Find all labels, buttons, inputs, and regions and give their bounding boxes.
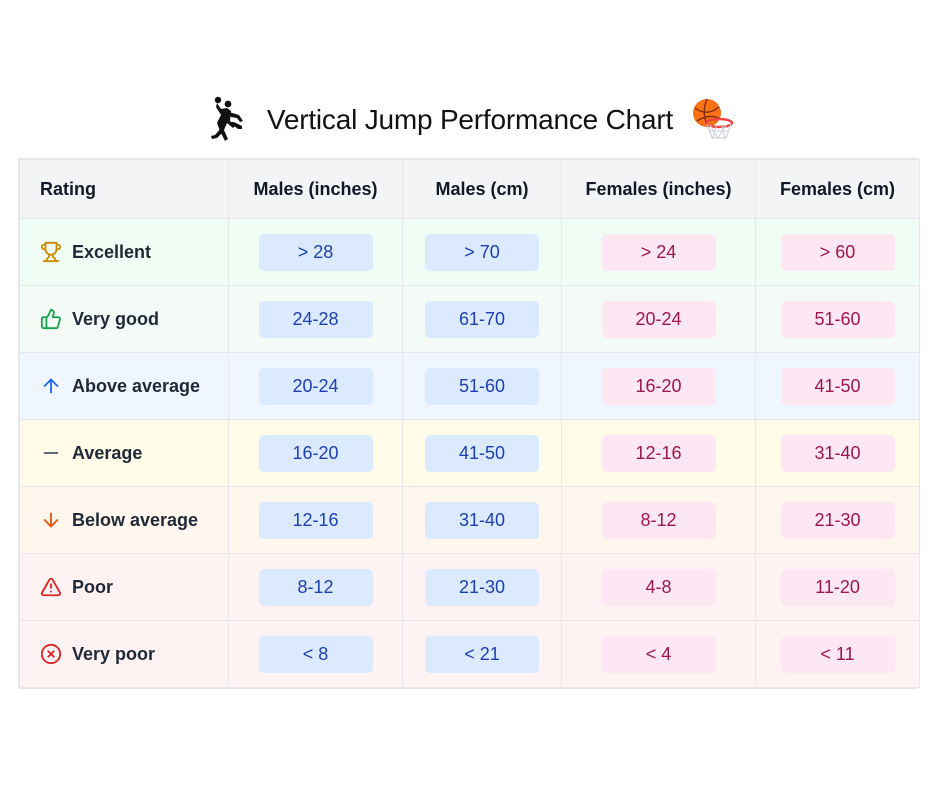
males-cm-value: < 21	[425, 635, 539, 673]
males-inches-value: 20-24	[258, 367, 373, 405]
rating-label: Very poor	[72, 643, 156, 664]
title-row: Vertical Jump Performance Chart	[0, 92, 940, 148]
basketball-hoop-icon	[693, 98, 734, 139]
males-cm-value: 21-30	[425, 568, 539, 606]
females-cm-value: 51-60	[780, 300, 895, 338]
females-inches-value: > 24	[601, 233, 716, 271]
rating-label: Below average	[72, 509, 199, 530]
males-cm-value: 41-50	[425, 434, 539, 472]
males-cm-value: 31-40	[425, 501, 539, 539]
females-cm-value: < 11	[780, 635, 895, 673]
females-cm-value: > 60	[780, 233, 895, 271]
trophy-icon	[40, 241, 62, 263]
males-inches-value: 16-20	[258, 434, 373, 472]
performance-table: Rating Males (inches) Males (cm) Females…	[18, 158, 920, 689]
males-inches-value: > 28	[258, 233, 373, 271]
thumbs-up-icon	[40, 308, 61, 330]
females-inches-value: < 4	[601, 635, 716, 673]
rating-label: Above average	[72, 375, 201, 396]
arrow-down-icon	[43, 512, 59, 528]
females-cm-value: 31-40	[780, 434, 895, 472]
table-row: Excellent > 28 > 70 > 24 > 60	[19, 218, 920, 286]
rating-label: Average	[72, 442, 143, 463]
males-cm-value: 51-60	[425, 367, 539, 405]
table-header-row: Rating Males (inches) Males (cm) Females…	[19, 159, 920, 219]
warning-icon	[40, 577, 62, 597]
table-row: Above average 20-24 51-60 16-20 41-50	[19, 352, 920, 420]
females-inches-value: 8-12	[601, 501, 716, 539]
males-inches-value: 12-16	[258, 501, 373, 539]
arrow-up-icon	[43, 378, 59, 394]
females-inches-value: 16-20	[601, 367, 716, 405]
table-row: Average 16-20 41-50 12-16 31-40	[19, 419, 920, 487]
females-cm-value: 11-20	[780, 568, 895, 606]
females-cm-value: 21-30	[780, 501, 895, 539]
males-inches-value: < 8	[258, 635, 373, 673]
header-males-cm: Males (cm)	[402, 159, 562, 219]
table-row: Below average 12-16 31-40 8-12 21-30	[19, 486, 920, 554]
females-cm-value: 41-50	[780, 367, 895, 405]
males-cm-value: > 70	[425, 233, 539, 271]
basketball-player-icon	[210, 96, 243, 141]
rating-label: Very good	[72, 308, 160, 329]
minus-icon	[43, 452, 59, 454]
header-females-cm: Females (cm)	[755, 159, 920, 219]
females-inches-value: 12-16	[601, 434, 716, 472]
males-inches-value: 8-12	[258, 568, 373, 606]
males-inches-value: 24-28	[258, 300, 373, 338]
females-inches-value: 20-24	[601, 300, 716, 338]
rating-label: Excellent	[72, 241, 152, 262]
table-row: Very good 24-28 61-70 20-24 51-60	[19, 285, 920, 353]
table-row: Very poor < 8 < 21 < 4 < 11	[19, 620, 920, 688]
page-title: Vertical Jump Performance Chart	[266, 104, 674, 135]
females-inches-value: 4-8	[601, 568, 716, 606]
males-cm-value: 61-70	[425, 300, 539, 338]
header-rating: Rating	[19, 159, 229, 219]
header-females-inches: Females (inches)	[561, 159, 756, 219]
x-circle-icon	[40, 643, 62, 665]
header-males-inches: Males (inches)	[228, 159, 403, 219]
rating-label: Poor	[72, 576, 114, 597]
table-row: Poor 8-12 21-30 4-8 11-20	[19, 553, 920, 621]
